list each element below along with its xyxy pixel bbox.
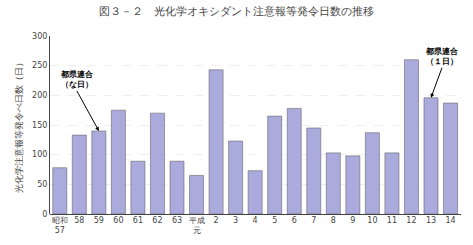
svg-text:昭和57: 昭和57: [52, 216, 68, 235]
svg-text:0: 0: [42, 210, 47, 219]
svg-text:100: 100: [32, 150, 47, 159]
svg-text:9: 9: [350, 216, 355, 225]
svg-text:60: 60: [113, 216, 123, 225]
svg-text:250: 250: [32, 61, 47, 70]
svg-text:300: 300: [32, 32, 47, 41]
svg-text:3: 3: [233, 216, 238, 225]
svg-text:59: 59: [94, 216, 104, 225]
svg-text:6: 6: [292, 216, 297, 225]
svg-text:都県連合（１日）: 都県連合（１日）: [425, 47, 459, 66]
svg-text:50: 50: [37, 180, 47, 189]
svg-text:7: 7: [311, 216, 316, 225]
svg-text:都県連合（な日）: 都県連合（な日）: [60, 70, 94, 89]
svg-text:150: 150: [32, 121, 47, 130]
svg-text:200: 200: [32, 91, 47, 100]
svg-text:10: 10: [367, 216, 377, 225]
svg-text:2: 2: [214, 216, 219, 225]
svg-text:61: 61: [133, 216, 143, 225]
svg-text:14: 14: [445, 216, 455, 225]
svg-text:平成元: 平成元: [189, 216, 205, 235]
svg-text:12: 12: [406, 216, 416, 225]
svg-text:4: 4: [253, 216, 258, 225]
svg-text:図３－２ 光化学オキシダント注意報等発令日数の推移: 図３－２ 光化学オキシダント注意報等発令日数の推移: [99, 5, 374, 18]
svg-text:13: 13: [426, 216, 436, 225]
svg-text:62: 62: [152, 216, 162, 225]
svg-text:63: 63: [172, 216, 182, 225]
svg-text:5: 5: [272, 216, 277, 225]
svg-text:8: 8: [331, 216, 336, 225]
svg-text:光化学注意報等発令べ日数（日）: 光化学注意報等発令べ日数（日）: [14, 58, 24, 193]
svg-text:58: 58: [74, 216, 84, 225]
svg-text:11: 11: [387, 216, 397, 225]
